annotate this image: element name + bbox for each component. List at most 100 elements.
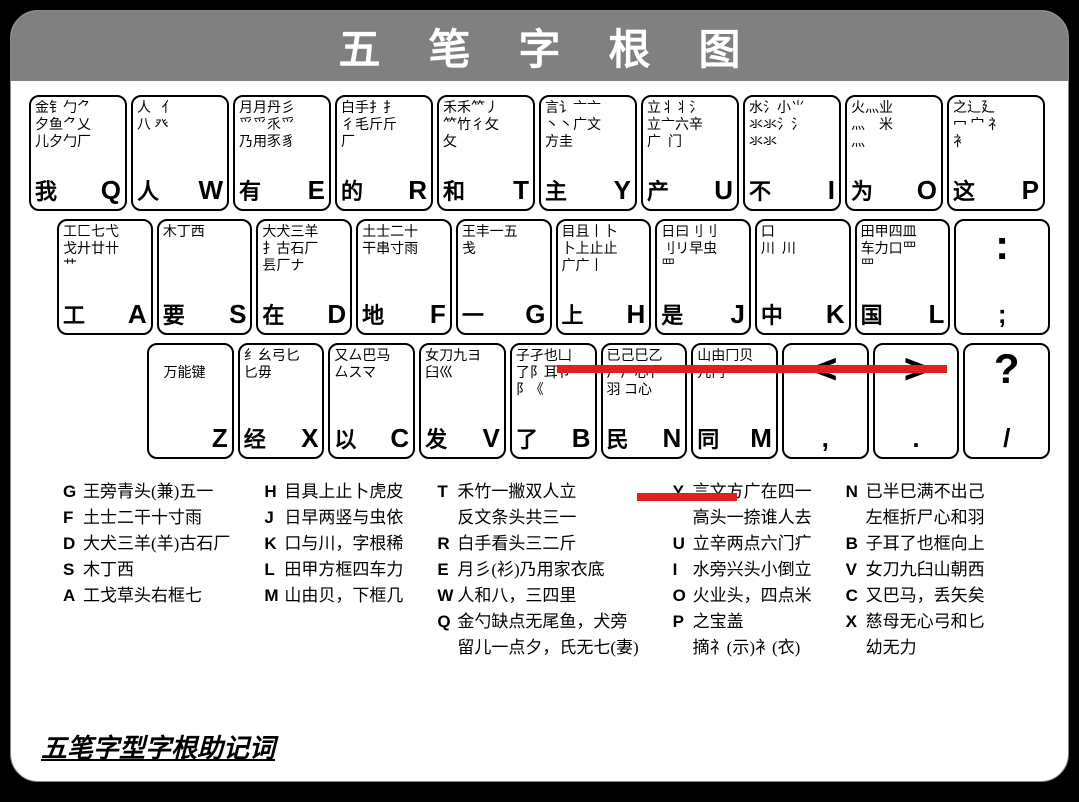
key-W: 人 亻 八 癶人W xyxy=(131,95,229,211)
key-roots: 口 川 川 xyxy=(761,224,845,302)
key-T: 禾禾⺮丿 ⺮竹彳攵 攵和T xyxy=(437,95,535,211)
key-letter: Q xyxy=(101,175,121,206)
key-letter: V xyxy=(482,423,499,454)
mnemonic-key-letter: V xyxy=(846,557,866,583)
key-Q: 金钅勹⺈ 夕鱼⺈乂 儿夕勹厂我Q xyxy=(29,95,127,211)
key-example-char: 以 xyxy=(334,422,356,454)
key-example-char: 产 xyxy=(647,174,669,206)
key-example-char: 的 xyxy=(341,174,363,206)
key-roots: 又厶巴马 厶スマ xyxy=(334,348,409,426)
key-D: 大犬三羊 扌古石厂 镸厂ナ在D xyxy=(256,219,352,335)
mnemonic-text: 女刀九臼山朝西 xyxy=(866,560,985,579)
mnemonic-text: 王旁青头(兼)五一 xyxy=(83,482,213,501)
key-N: 已己巳乙 尸尸心忄 羽 コ心民N xyxy=(601,343,688,459)
key-letter: F xyxy=(430,299,446,330)
key-example-char: 是 xyxy=(661,298,683,330)
mnemonic-key-letter: N xyxy=(846,479,866,505)
mnemonic-line: K口与川，字根稀 xyxy=(264,531,403,557)
key-L: 田甲四皿 车力口罒 罒国L xyxy=(855,219,951,335)
mnemonic-line: E月彡(衫)乃用家衣底 xyxy=(437,557,638,583)
mnemonic-line: U立辛两点六门疒 xyxy=(673,531,812,557)
mnemonic-line: 高头一捺谁人去 xyxy=(673,505,812,531)
mnemonic-line: P之宝盖 xyxy=(673,609,812,635)
mnemonic-text: 月彡(衫)乃用家衣底 xyxy=(457,560,604,579)
mnemonic-text: 大犬三羊(羊)古石厂 xyxy=(83,534,230,553)
punct-bottom: ; xyxy=(998,299,1007,330)
mnemonic-text: 高头一捺谁人去 xyxy=(693,508,812,527)
mnemonic-line: 反文条头共三一 xyxy=(437,505,638,531)
key-K: 口 川 川中K xyxy=(755,219,851,335)
mnemonic-text: 留儿一点夕，氏无七(妻) xyxy=(457,638,638,657)
mnemonic-line: O火业头，四点米 xyxy=(673,583,812,609)
key-P: 之辶廴 冖 宀 礻 衤这P xyxy=(947,95,1045,211)
key-punct: :; xyxy=(954,219,1050,335)
mnemonic-key-letter: M xyxy=(264,583,284,609)
mnemonic-line: C又巴马，丢矢矣 xyxy=(846,583,985,609)
key-example-char: 我 xyxy=(35,174,57,206)
mnemonic-text: 口与川，字根稀 xyxy=(284,534,403,553)
key-bottom-row: 中K xyxy=(761,302,845,330)
key-row-2: 工匚七弋 戈廾廿卄 艹工A木丁西要S大犬三羊 扌古石厂 镸厂ナ在D土士二十 干串… xyxy=(29,219,1050,335)
key-roots: 工匚七弋 戈廾廿卄 艹 xyxy=(63,224,147,302)
mnemonic-line: Y言文方广在四一 xyxy=(673,479,812,505)
key-bottom-row: 有E xyxy=(239,178,325,206)
mnemonic-line: I水旁兴头小倒立 xyxy=(673,557,812,583)
key-O: 火灬业 灬 米 灬为O xyxy=(845,95,943,211)
key-letter: I xyxy=(828,175,835,206)
key-bottom-row: 民N xyxy=(607,426,682,454)
key-roots: 田甲四皿 车力口罒 罒 xyxy=(861,224,945,302)
key-H: 目且丨卜 卜上止止 广广丨上H xyxy=(556,219,652,335)
keyboard: 金钅勹⺈ 夕鱼⺈乂 儿夕勹厂我Q人 亻 八 癶人W月月丹彡 爫⺤乑爫 乃用豕豸有… xyxy=(11,81,1068,475)
mnemonic-key-letter: E xyxy=(437,557,457,583)
key-B: 子孑也凵 了阝耳卩 阝《了B xyxy=(510,343,597,459)
mnemonic-key-letter: G xyxy=(63,479,83,505)
key-bottom-row: 为O xyxy=(851,178,937,206)
mnemonic-line: W人和八，三四里 xyxy=(437,583,638,609)
mnemonic-text: 土士二干十寸雨 xyxy=(83,508,202,527)
key-letter: J xyxy=(730,299,744,330)
key-V: 女刀九ヨ 臼巛发V xyxy=(419,343,506,459)
mnemonic-column: N已半巳满不出己左框折尸心和羽B子耳了也框向上V女刀九臼山朝西C又巴马，丢矢矣X… xyxy=(846,479,985,661)
mnemonic-key-letter: R xyxy=(437,531,457,557)
key-roots: 王丰一五 戋 xyxy=(462,224,546,302)
key-C: 又厶巴马 厶スマ以C xyxy=(328,343,415,459)
mnemonic-column: T禾竹一撇双人立反文条头共三一R白手看头三二斤E月彡(衫)乃用家衣底W人和八，三… xyxy=(437,479,638,661)
mnemonic-line: N已半巳满不出己 xyxy=(846,479,985,505)
key-bottom-row: 地F xyxy=(362,302,446,330)
key-roots: 万能键 xyxy=(153,348,228,426)
key-M: 山由冂贝 几冎同M xyxy=(691,343,778,459)
key-roots: 之辶廴 冖 宀 礻 衤 xyxy=(953,100,1039,178)
mnemonic-key-letter: U xyxy=(673,531,693,557)
key-punct: >. xyxy=(873,343,960,459)
mnemonic-line: S木丁西 xyxy=(63,557,230,583)
punct-top: ? xyxy=(994,348,1020,423)
key-roots: 水氵小⺌ 氺氺氵氵 氺氺 xyxy=(749,100,835,178)
mnemonic-text: 木丁西 xyxy=(83,560,134,579)
key-letter: K xyxy=(826,299,845,330)
key-I: 水氵小⺌ 氺氺氵氵 氺氺不I xyxy=(743,95,841,211)
key-letter: X xyxy=(301,423,318,454)
key-roots: 言讠亠亠 丶丶广文 方圭 xyxy=(545,100,631,178)
key-row-1: 金钅勹⺈ 夕鱼⺈乂 儿夕勹厂我Q人 亻 八 癶人W月月丹彡 爫⺤乑爫 乃用豕豸有… xyxy=(29,95,1050,211)
mnemonic-key-letter: P xyxy=(673,609,693,635)
key-roots: 立丬丬氵 立亠六辛 广 门 xyxy=(647,100,733,178)
punct-bottom: / xyxy=(1003,423,1010,454)
mnemonic-text: 之宝盖 xyxy=(693,612,744,631)
mnemonic-line: 留儿一点夕，氏无七(妻) xyxy=(437,635,638,661)
key-R: 白手扌扌 彳毛斤斤 厂的R xyxy=(335,95,433,211)
key-letter: U xyxy=(714,175,733,206)
mnemonic-line: 左框折尸心和羽 xyxy=(846,505,985,531)
mnemonic-text: 工戈草头右框七 xyxy=(83,586,202,605)
key-G: 王丰一五 戋一G xyxy=(456,219,552,335)
mnemonic-line: 摘礻(示)衤(衣) xyxy=(673,635,812,661)
key-example-char: 在 xyxy=(262,298,284,330)
mnemonic-text: 目具上止卜虎皮 xyxy=(284,482,403,501)
mnemonic-text: 左框折尸心和羽 xyxy=(866,508,985,527)
key-letter: B xyxy=(572,423,591,454)
mnemonic-line: T禾竹一撇双人立 xyxy=(437,479,638,505)
mnemonic-line: X慈母无心弓和匕 xyxy=(846,609,985,635)
mnemonic-line: L田甲方框四车力 xyxy=(264,557,403,583)
mnemonic-key-letter: S xyxy=(63,557,83,583)
key-F: 土士二十 干串寸雨地F xyxy=(356,219,452,335)
punct-bottom: , xyxy=(822,423,829,454)
